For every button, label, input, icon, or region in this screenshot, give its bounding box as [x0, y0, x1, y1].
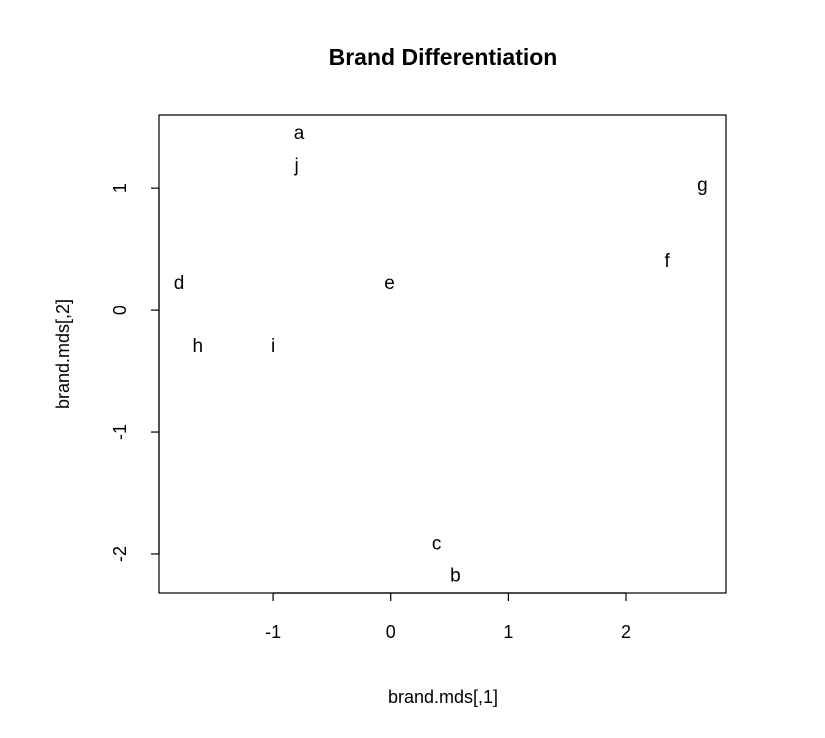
point-label-f: f	[665, 251, 671, 272]
y-tick-label: 0	[110, 305, 130, 315]
x-tick-label: 1	[503, 622, 513, 642]
y-axis-label: brand.mds[,2]	[53, 299, 73, 409]
point-labels: aj g f d e h i cb	[174, 123, 708, 587]
plot-frame	[158, 114, 727, 594]
x-tick-label: 0	[386, 622, 396, 642]
point-label-j: j	[294, 156, 299, 177]
x-tick-label: -1	[265, 622, 281, 642]
x-axis-label: brand.mds[,1]	[388, 687, 498, 707]
y-tick-label: -2	[110, 546, 130, 562]
point-label-a: a	[294, 123, 305, 144]
point-label-i: i	[271, 336, 275, 357]
point-label-c: c	[432, 534, 442, 555]
x-tick-label: 2	[621, 622, 631, 642]
chart-title: Brand Differentiation	[329, 44, 558, 70]
y-tick-label: -1	[110, 424, 130, 440]
x-axis: -1 0 1 2	[265, 592, 631, 642]
point-label-b: b	[450, 565, 461, 586]
point-label-d: d	[174, 273, 185, 294]
point-label-h: h	[193, 336, 204, 357]
y-tick-label: 1	[110, 183, 130, 193]
y-axis: -2 -1 0 1	[110, 183, 160, 562]
point-label-e: e	[384, 273, 395, 294]
point-label-g: g	[697, 175, 708, 196]
